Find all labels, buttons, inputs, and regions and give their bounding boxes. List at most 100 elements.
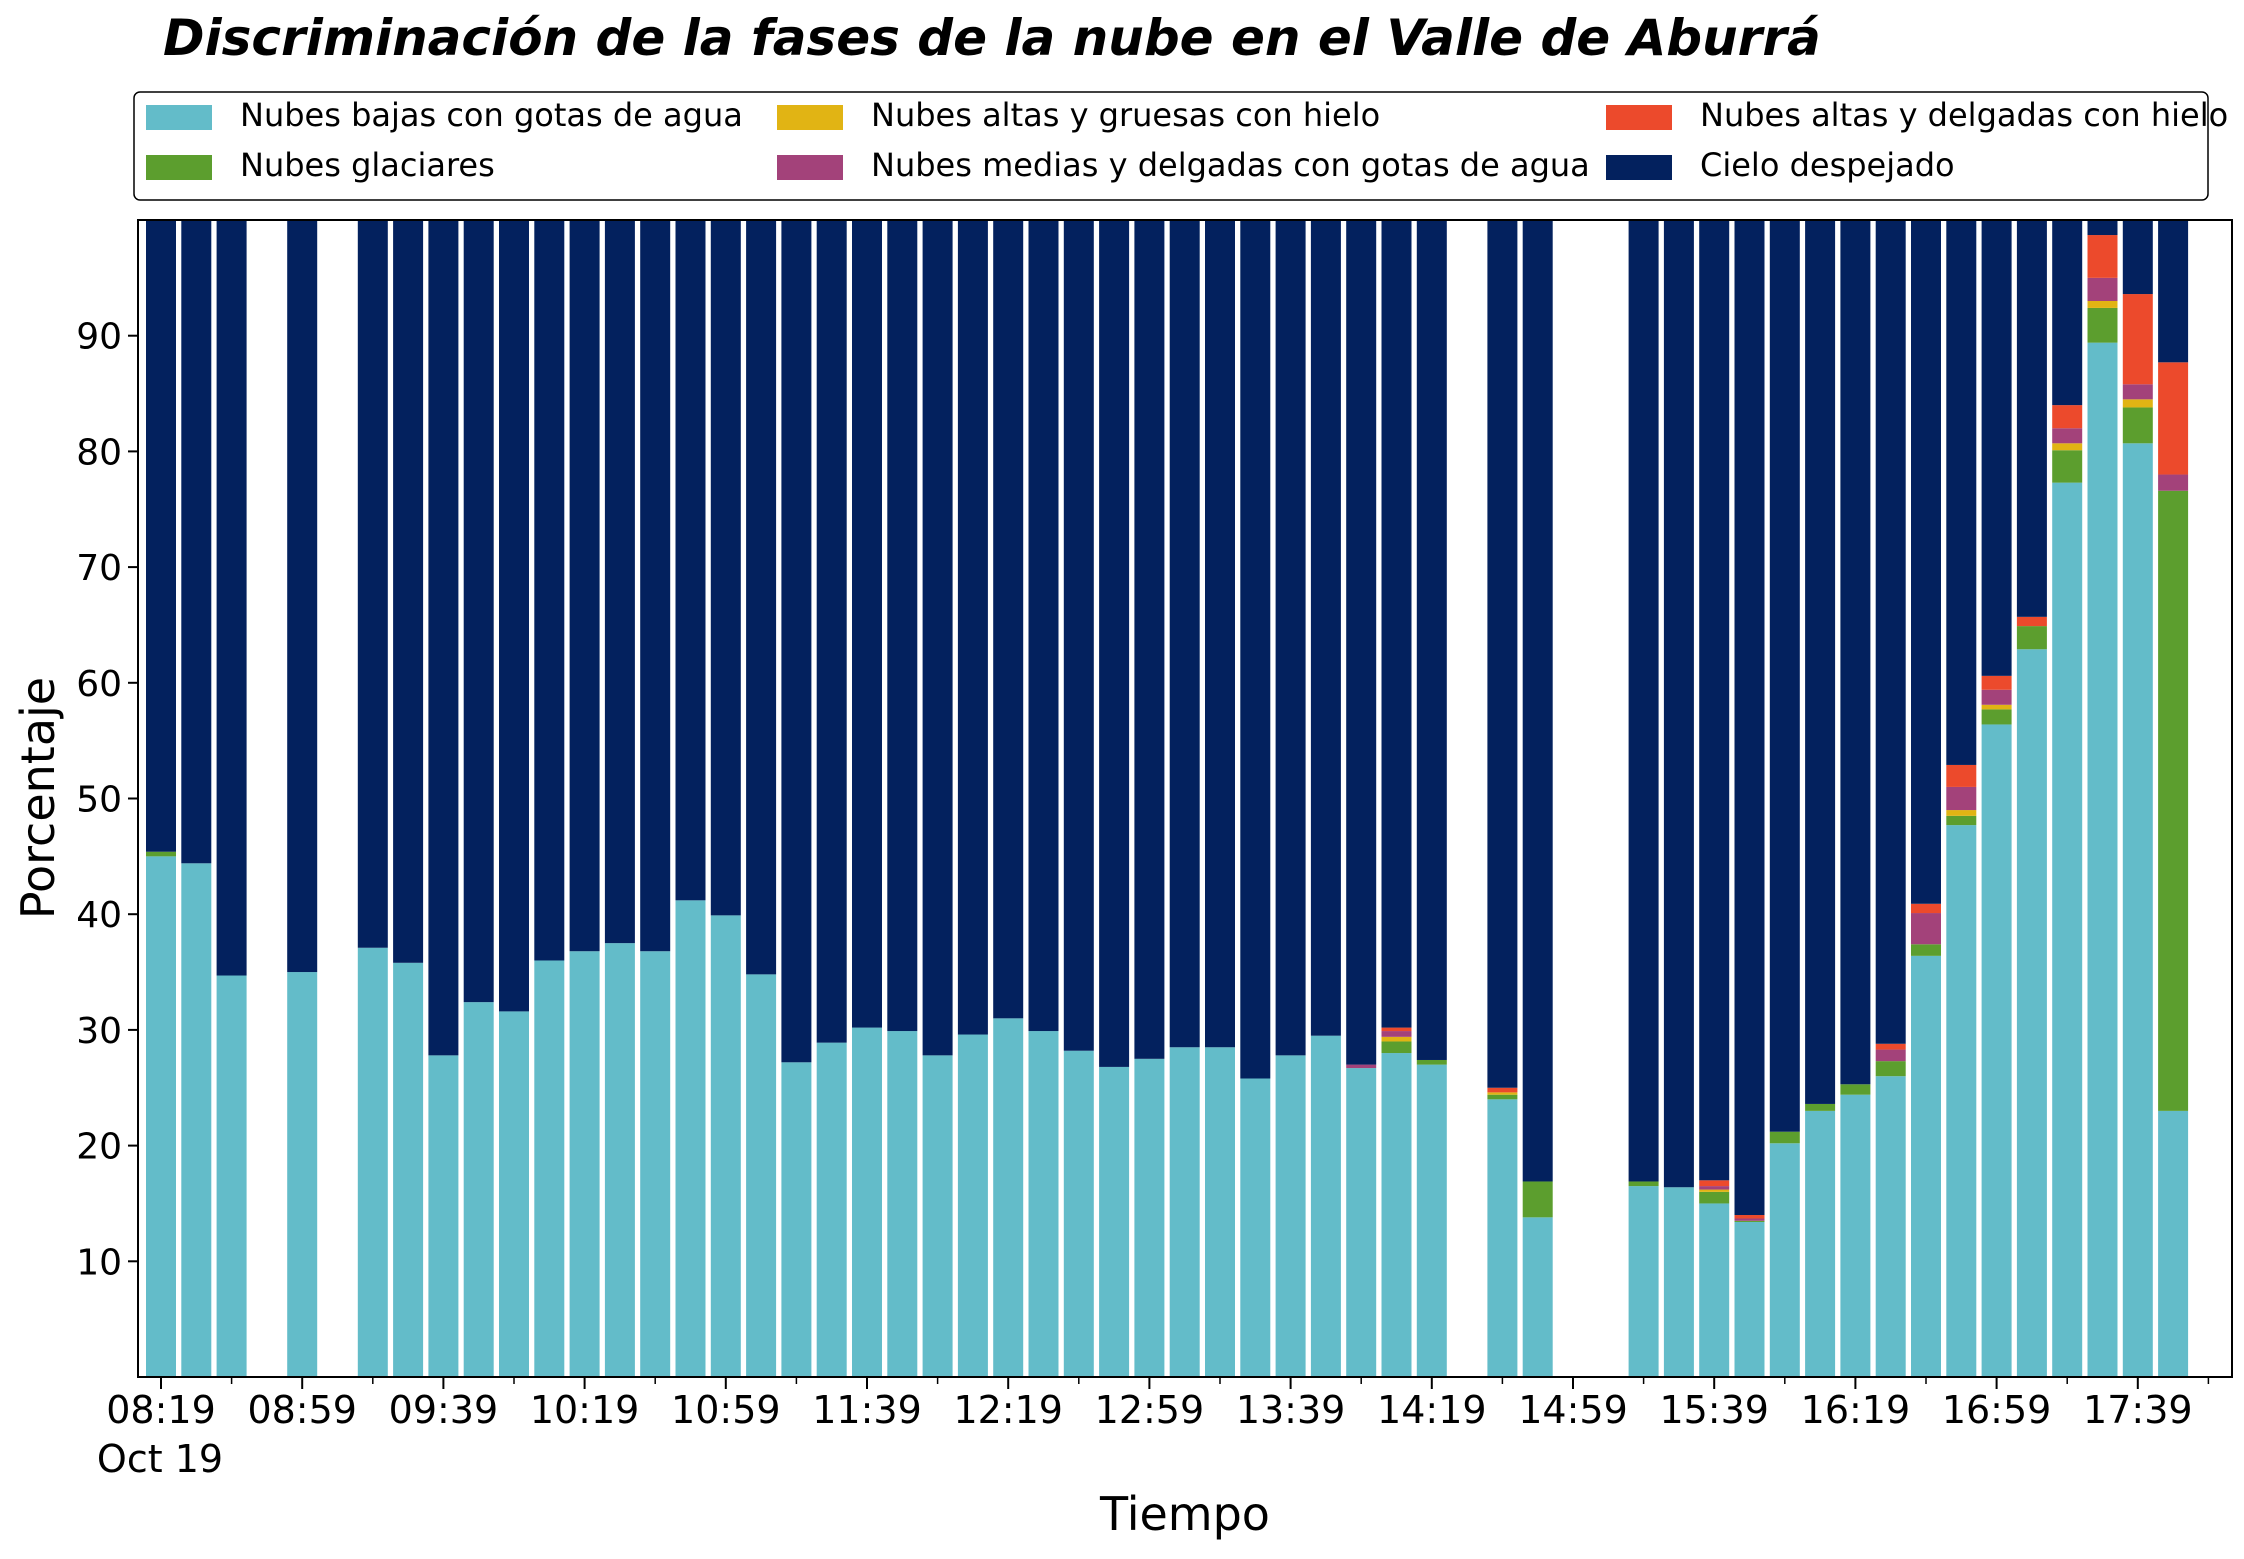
bar-segment-1649-s1 (1946, 815, 1977, 826)
x-tick-label-1459: 14:59 (1518, 1388, 1628, 1432)
y-tick-label-20: 20 (76, 1127, 122, 1168)
bar-segment-1649-s3 (1946, 786, 1977, 811)
bar-segment-1229-s0 (1028, 1031, 1059, 1377)
bar-segment-1209-s5 (957, 220, 988, 1035)
legend-swatch-5 (1606, 155, 1672, 180)
bar-segment-1749-s5 (2158, 220, 2189, 363)
bar-segment-1139-s0 (852, 1027, 882, 1377)
bar-segment-1549-s5 (1734, 220, 1765, 1216)
bar-segment-1719-s1 (2052, 450, 2083, 483)
x-tick-label-0859: 08:59 (247, 1388, 357, 1432)
bar-segment-0859-s5 (287, 220, 318, 973)
bar-segment-1339-s0 (1275, 1055, 1306, 1377)
bar-segment-1729-s2 (2087, 300, 2118, 308)
bar-segment-1639-s1 (1911, 944, 1941, 956)
bar-segment-0919-s5 (357, 220, 388, 948)
bar-segment-1259-s0 (1134, 1058, 1165, 1377)
bar-segment-1449-s5 (1522, 220, 1553, 1182)
x-tick-label-1059: 10:59 (671, 1388, 781, 1432)
bar-segment-1659-s2 (1981, 704, 2012, 710)
bar-segment-1739-s1 (2122, 407, 2153, 444)
bar-segment-1629-s1 (1875, 1061, 1906, 1077)
bar-segment-1049-s0 (675, 900, 706, 1377)
bar-segment-1219-s5 (993, 220, 1024, 1019)
bar-segment-1419-s1 (1416, 1059, 1447, 1065)
plot-area: 10 20 30 40 50 60 70 80 90 08:19 08:59 09:39 10:19 1… (76, 219, 2233, 1432)
bar-segment-1259-s5 (1134, 220, 1165, 1059)
bar-segment-1559-s5 (1769, 220, 1800, 1132)
bar-segment-1119-s0 (781, 1062, 812, 1377)
bar-segment-1119-s5 (781, 220, 812, 1063)
legend-frame (133, 91, 2209, 201)
x-tick-label-1219: 12:19 (953, 1388, 1063, 1432)
bar-segment-1549-s3 (1734, 1218, 1765, 1221)
bar-segment-1319-s5 (1205, 220, 1235, 1048)
bar-segment-1739-s2 (2122, 399, 2153, 408)
x-tick-label-1539: 15:39 (1659, 1388, 1769, 1432)
bar-segment-1549-s0 (1734, 1221, 1765, 1377)
bar-segment-1539-s2 (1699, 1189, 1730, 1192)
bar-segment-1029-s5 (604, 220, 635, 944)
bar-segment-1629-s4 (1875, 1043, 1906, 1050)
bar-segment-1519-s1 (1628, 1181, 1659, 1187)
bar-segment-1249-s5 (1099, 220, 1130, 1067)
bar-segment-1619-s0 (1840, 1094, 1871, 1377)
bar-segment-1729-s3 (2087, 277, 2118, 301)
bar-segment-1709-s0 (2016, 649, 2047, 1377)
y-axis-label: Porcentaje (11, 677, 65, 919)
bar-segment-1129-s0 (816, 1042, 847, 1377)
bar-segment-1629-s5 (1875, 220, 1906, 1044)
bar-segment-1359-s3 (1346, 1064, 1377, 1069)
bar-segment-0839-s0 (216, 975, 247, 1377)
bar-segment-1709-s5 (2016, 220, 2047, 617)
bar-segment-1309-s5 (1169, 220, 1200, 1048)
bar-segment-1409-s2 (1381, 1036, 1412, 1042)
bar-segment-1749-s4 (2158, 362, 2189, 475)
bar-segment-1359-s0 (1346, 1068, 1377, 1377)
bar-segment-1609-s0 (1805, 1110, 1836, 1377)
bar-segment-1159-s0 (922, 1055, 953, 1377)
bar-segment-1619-s1 (1840, 1084, 1871, 1095)
bar-segment-1139-s5 (852, 220, 882, 1028)
bar-segment-0829-s0 (181, 863, 212, 1377)
y-tick-label-90: 90 (76, 317, 122, 358)
bar-segment-1549-s1 (1734, 1220, 1765, 1222)
bar-segment-1039-s0 (640, 951, 671, 1377)
y-tick-label-40: 40 (76, 895, 122, 936)
x-tick-label-0819: 08:19 (106, 1388, 216, 1432)
bar-segment-1719-s5 (2052, 220, 2083, 406)
bar-segment-1539-s3 (1699, 1186, 1730, 1190)
bar-segment-1219-s0 (993, 1018, 1024, 1377)
bar-segment-0929-s5 (393, 220, 424, 963)
legend-swatch-2 (777, 105, 843, 130)
bar-segment-1739-s4 (2122, 294, 2153, 385)
bar-segment-0939-s0 (428, 1055, 459, 1377)
x-tick-label-0939: 09:39 (389, 1388, 499, 1432)
bar-segment-1419-s5 (1416, 220, 1447, 1060)
bar-segment-0939-s5 (428, 220, 459, 1056)
x-tick-label-1139: 11:39 (812, 1388, 922, 1432)
bar-segment-1649-s0 (1946, 825, 1977, 1377)
bar-segment-1649-s4 (1946, 764, 1977, 787)
bar-segment-1519-s5 (1628, 220, 1659, 1182)
bar-segment-1739-s5 (2122, 220, 2153, 295)
bar-segment-1449-s0 (1522, 1217, 1553, 1377)
bar-segment-1729-s4 (2087, 235, 2118, 278)
bar-segment-1609-s5 (1805, 220, 1836, 1104)
x-tick-label-1419: 14:19 (1377, 1388, 1487, 1432)
bar-segment-1659-s5 (1981, 220, 2012, 676)
bar-segment-1049-s5 (675, 220, 706, 901)
bar-segment-1359-s5 (1346, 220, 1377, 1065)
bar-segment-1329-s0 (1240, 1078, 1271, 1377)
bar-segment-1619-s5 (1840, 220, 1871, 1085)
bar-segment-0919-s0 (357, 947, 388, 1377)
legend: Nubes bajas con gotas de agua Nubes glaci… (133, 91, 2228, 201)
bar-segment-1729-s0 (2087, 342, 2118, 1378)
bar-segment-1609-s1 (1805, 1103, 1836, 1111)
x-tick-label-1019: 10:19 (530, 1388, 640, 1432)
bar-segment-1659-s3 (1981, 689, 2012, 705)
bar-segment-0819-s1 (146, 851, 176, 857)
bar-segment-0929-s0 (393, 962, 424, 1377)
bar-segment-1439-s2 (1487, 1092, 1518, 1095)
bar-segment-1349-s5 (1310, 220, 1341, 1036)
